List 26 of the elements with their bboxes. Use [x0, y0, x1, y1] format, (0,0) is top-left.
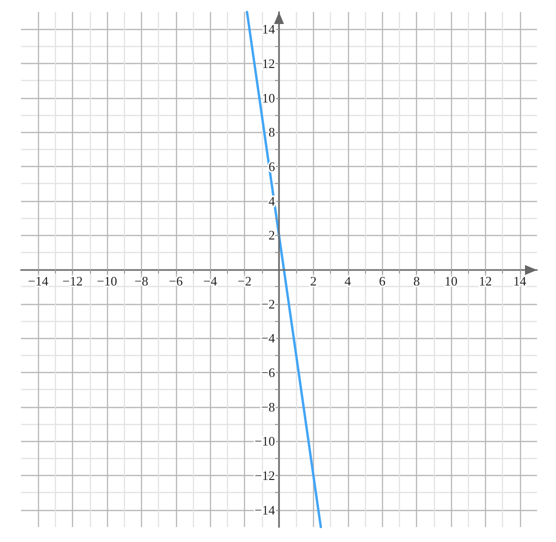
x-tick-label: 14 — [513, 274, 527, 288]
x-tick-label: −4 — [203, 274, 218, 288]
x-tick-label: −8 — [134, 274, 148, 288]
y-tick-label: 12 — [262, 56, 275, 71]
x-tick-label: −12 — [62, 274, 83, 288]
y-tick-label: −14 — [254, 502, 276, 518]
y-tick-label: 10 — [262, 90, 275, 106]
x-tick-label: −2 — [238, 274, 252, 288]
y-tick-label: 14 — [262, 22, 276, 37]
x-tick-label: −10 — [96, 274, 118, 288]
x-tick-label: 6 — [378, 274, 386, 288]
y-tick-label: −6 — [261, 365, 276, 380]
y-tick-label: −2 — [261, 296, 275, 312]
x-tick-label: 10 — [444, 274, 458, 288]
y-tick-label: −8 — [261, 399, 275, 414]
x-tick-label: 12 — [478, 274, 492, 288]
y-tick-label: −12 — [254, 468, 275, 483]
x-tick-label: −6 — [168, 274, 184, 288]
x-tick-label: 4 — [344, 274, 352, 288]
x-tick-label: −14 — [28, 274, 49, 288]
y-tick-label: −4 — [261, 330, 276, 346]
y-tick-label: −10 — [254, 434, 275, 449]
y-tick-label: 2 — [268, 228, 275, 243]
x-tick-label: 2 — [310, 274, 317, 288]
x-tick-label: 8 — [413, 274, 420, 288]
y-tick-label: 8 — [268, 124, 275, 140]
